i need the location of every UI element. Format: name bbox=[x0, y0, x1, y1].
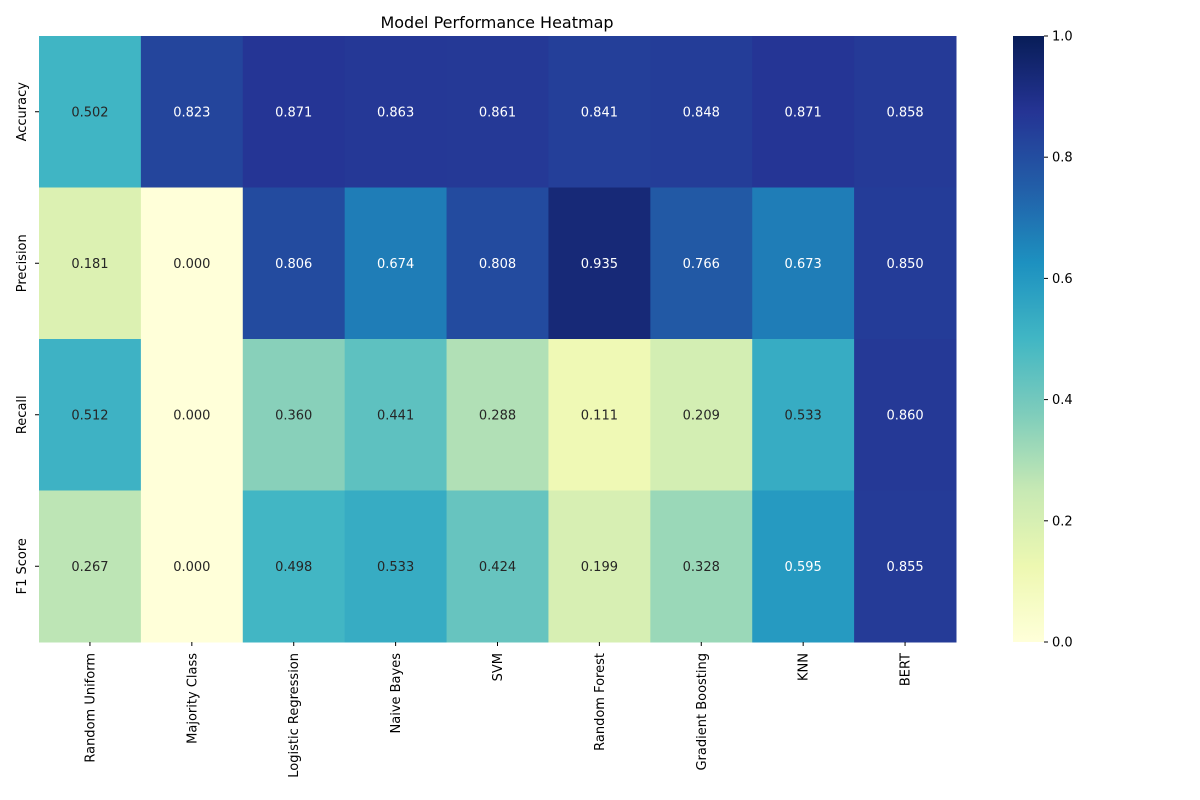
colorbar-tick-label: 0.4 bbox=[1052, 393, 1073, 408]
colorbar-gradient bbox=[1013, 36, 1044, 642]
x-tick-label: Majority Class bbox=[185, 653, 200, 744]
cell-value-label: 0.111 bbox=[581, 408, 618, 423]
cell-value-label: 0.512 bbox=[71, 408, 108, 423]
cell-value-label: 0.533 bbox=[377, 560, 414, 575]
cell-value-label: 0.935 bbox=[581, 257, 618, 272]
heatmap-cell bbox=[446, 36, 549, 188]
x-tick-label: Random Forest bbox=[593, 653, 608, 751]
cell-value-label: 0.860 bbox=[886, 408, 923, 423]
cell-value-label: 0.841 bbox=[581, 105, 618, 120]
x-tick-label: Random Uniform bbox=[83, 653, 98, 763]
y-tick-label: F1 Score bbox=[15, 538, 30, 594]
cell-value-label: 0.441 bbox=[377, 408, 414, 423]
heatmap-cell bbox=[39, 36, 142, 188]
cell-value-label: 0.808 bbox=[479, 257, 516, 272]
heatmap-cell bbox=[344, 187, 448, 340]
heatmap-cell bbox=[140, 490, 244, 643]
heatmap-cell bbox=[650, 36, 753, 188]
cell-value-label: 0.871 bbox=[275, 105, 312, 120]
heatmap-cell bbox=[854, 490, 957, 643]
cell-value-label: 0.850 bbox=[886, 257, 923, 272]
heatmap-cell bbox=[752, 490, 855, 643]
cell-value-label: 0.000 bbox=[173, 408, 210, 423]
x-tick-label: KNN bbox=[797, 653, 812, 681]
chart-title: Model Performance Heatmap bbox=[380, 13, 613, 32]
heatmap-cell bbox=[548, 339, 651, 491]
heatmap-cell bbox=[242, 187, 346, 340]
cell-value-label: 0.673 bbox=[785, 257, 822, 272]
heatmap-cell bbox=[242, 490, 346, 643]
heatmap-cell bbox=[344, 36, 448, 188]
colorbar-tick-label: 0.0 bbox=[1052, 636, 1073, 651]
cell-value-label: 0.000 bbox=[173, 560, 210, 575]
heatmap-cell bbox=[650, 339, 753, 491]
heatmap-cell bbox=[39, 187, 142, 340]
heatmap-cell bbox=[446, 339, 549, 491]
y-tick-label: Recall bbox=[15, 395, 30, 434]
cell-value-label: 0.181 bbox=[71, 257, 108, 272]
x-tick-label: Naive Bayes bbox=[389, 653, 404, 734]
cell-value-label: 0.328 bbox=[683, 560, 720, 575]
heatmap-cell bbox=[39, 339, 142, 491]
cell-value-label: 0.533 bbox=[785, 408, 822, 423]
cell-value-label: 0.823 bbox=[173, 105, 210, 120]
colorbar-tick-label: 0.8 bbox=[1052, 151, 1073, 166]
heatmap-cell bbox=[752, 339, 855, 491]
x-tick-label: Logistic Regression bbox=[287, 653, 302, 778]
colorbar-tick-label: 1.0 bbox=[1052, 30, 1073, 45]
y-axis-labels: Accuracy Precision Recall F1 Score bbox=[15, 82, 39, 594]
heatmap-cell bbox=[242, 339, 346, 491]
cell-value-label: 0.424 bbox=[479, 560, 516, 575]
cell-value-label: 0.502 bbox=[71, 105, 108, 120]
heatmap-cell bbox=[548, 187, 651, 340]
x-axis-labels: Random Uniform Majority Class Logistic Reg… bbox=[83, 642, 914, 778]
cell-value-label: 0.199 bbox=[581, 560, 618, 575]
cell-value-label: 0.855 bbox=[886, 560, 923, 575]
cell-value-label: 0.861 bbox=[479, 105, 516, 120]
x-tick-label: SVM bbox=[491, 653, 506, 681]
cell-value-label: 0.000 bbox=[173, 257, 210, 272]
heatmap-cell bbox=[140, 187, 244, 340]
cell-value-label: 0.288 bbox=[479, 408, 516, 423]
cell-value-label: 0.267 bbox=[71, 560, 108, 575]
cell-value-label: 0.674 bbox=[377, 257, 414, 272]
y-tick-label: Precision bbox=[15, 234, 30, 292]
colorbar: 0.0 0.2 0.4 0.6 0.8 1.0 bbox=[1013, 30, 1073, 651]
heatmap-cell bbox=[752, 36, 855, 188]
heatmap-cell bbox=[650, 187, 753, 340]
heatmap-cell bbox=[854, 339, 957, 491]
cell-value-label: 0.858 bbox=[886, 105, 923, 120]
cell-value-label: 0.848 bbox=[683, 105, 720, 120]
y-tick-label: Accuracy bbox=[15, 82, 30, 142]
heatmap-cell bbox=[344, 490, 448, 643]
heatmap-cell bbox=[548, 490, 651, 643]
x-tick-label: BERT bbox=[899, 653, 914, 686]
cell-value-label: 0.360 bbox=[275, 408, 312, 423]
heatmap-cell bbox=[140, 339, 244, 491]
heatmap-cell bbox=[752, 187, 855, 340]
x-tick-label: Gradient Boosting bbox=[695, 653, 710, 771]
cell-value-label: 0.806 bbox=[275, 257, 312, 272]
heatmap-cells: 0.502 0.823 0.871 0.863 0.861 0.841 0.848 0.871… bbox=[39, 36, 957, 643]
heatmap-cell bbox=[344, 339, 448, 491]
heatmap-cell bbox=[446, 187, 549, 340]
cell-value-label: 0.209 bbox=[683, 408, 720, 423]
cell-value-label: 0.498 bbox=[275, 560, 312, 575]
cell-value-label: 0.766 bbox=[683, 257, 720, 272]
colorbar-tick-label: 0.6 bbox=[1052, 272, 1073, 287]
heatmap-cell bbox=[548, 36, 651, 188]
heatmap-cell bbox=[650, 490, 753, 643]
heatmap-cell bbox=[242, 36, 346, 188]
cell-value-label: 0.871 bbox=[785, 105, 822, 120]
heatmap-cell bbox=[854, 187, 957, 340]
heatmap-cell bbox=[140, 36, 244, 188]
heatmap-cell bbox=[446, 490, 549, 643]
heatmap-cell bbox=[39, 490, 142, 643]
cell-value-label: 0.595 bbox=[785, 560, 822, 575]
colorbar-tick-label: 0.2 bbox=[1052, 514, 1073, 529]
heatmap-cell bbox=[854, 36, 957, 188]
cell-value-label: 0.863 bbox=[377, 105, 414, 120]
